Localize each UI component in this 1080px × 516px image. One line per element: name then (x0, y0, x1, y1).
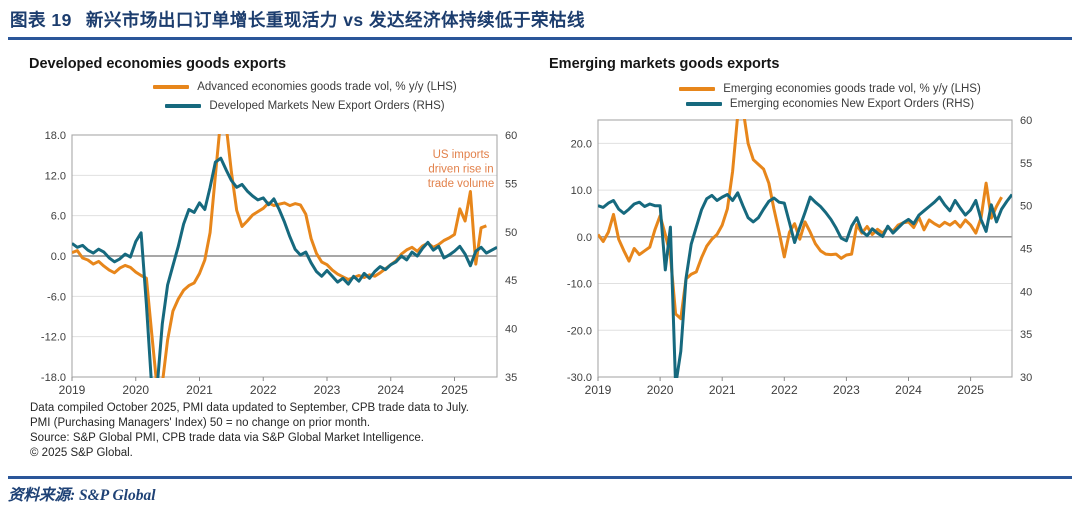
svg-text:2025: 2025 (957, 383, 984, 397)
svg-text:2022: 2022 (771, 383, 798, 397)
svg-text:2023: 2023 (314, 383, 341, 397)
legend-label: Advanced economies goods trade vol, % y/… (197, 81, 457, 93)
right-chart-plot: 2019 2020 2021 2022 2023 2024 2025 20.0 10.0 0.0 -… (567, 115, 1032, 397)
footnote-line: Source: S&P Global PMI, CPB trade data v… (30, 432, 424, 444)
orange-line-swatch (679, 87, 716, 91)
svg-text:2025: 2025 (441, 383, 468, 397)
footnotes: Data compiled October 2025, PMI data upd… (30, 401, 469, 461)
svg-text:2019: 2019 (585, 383, 612, 397)
svg-text:2022: 2022 (250, 383, 277, 397)
svg-text:50: 50 (1020, 201, 1032, 213)
legend-item-export-orders: Developed Markets New Export Orders (RHS… (165, 99, 445, 113)
svg-text:35: 35 (505, 372, 517, 384)
svg-text:US imports: US imports (433, 149, 490, 161)
page-title: 新兴市场出口订单增长重现活力 vs 发达经济体持续低于荣枯线 (85, 10, 586, 30)
figure-label: 图表 19 (10, 10, 72, 30)
svg-text:2024: 2024 (895, 383, 922, 397)
svg-text:-12.0: -12.0 (41, 332, 66, 344)
developed-economies-chart-panel: Developed economies goods exports Advanc… (28, 55, 552, 405)
source-label: 资料来源: (8, 487, 76, 504)
svg-text:60: 60 (1020, 115, 1032, 127)
svg-text:-30.0: -30.0 (567, 372, 592, 384)
svg-text:40: 40 (1020, 286, 1032, 298)
svg-text:-18.0: -18.0 (41, 372, 66, 384)
svg-text:2023: 2023 (833, 383, 860, 397)
svg-text:18.0: 18.0 (45, 130, 66, 142)
legend-item-trade-vol: Emerging economies goods trade vol, % y/… (679, 82, 981, 96)
svg-text:2019: 2019 (59, 383, 86, 397)
legend-item-export-orders: Emerging economies New Export Orders (RH… (685, 97, 975, 111)
svg-text:50: 50 (505, 227, 517, 239)
svg-text:2020: 2020 (647, 383, 674, 397)
svg-text:-6.0: -6.0 (47, 291, 66, 303)
svg-text:40: 40 (505, 324, 517, 336)
svg-text:-10.0: -10.0 (567, 279, 592, 291)
source-line: 资料来源: S&P Global (8, 483, 156, 505)
legend-label: Developed Markets New Export Orders (RHS… (209, 100, 445, 112)
svg-text:55: 55 (1020, 158, 1032, 170)
svg-text:2021: 2021 (709, 383, 736, 397)
svg-text:2021: 2021 (186, 383, 213, 397)
emerging-markets-chart-panel: Emerging markets goods exports Emerging … (548, 55, 1072, 405)
legend-left: Advanced economies goods trade vol, % y/… (58, 80, 552, 113)
svg-text:2024: 2024 (377, 383, 404, 397)
svg-text:-20.0: -20.0 (567, 325, 592, 337)
legend-item-trade-vol: Advanced economies goods trade vol, % y/… (153, 80, 457, 94)
svg-text:55: 55 (505, 178, 517, 190)
footnote-line: Data compiled October 2025, PMI data upd… (30, 402, 469, 414)
chart-title-left: Developed economies goods exports (29, 56, 287, 72)
svg-text:0.0: 0.0 (577, 232, 592, 244)
title-rule (8, 37, 1072, 40)
svg-text:30: 30 (1020, 372, 1032, 384)
svg-text:60: 60 (505, 130, 517, 142)
svg-text:10.0: 10.0 (571, 185, 592, 197)
chart-title-right: Emerging markets goods exports (549, 56, 780, 72)
svg-text:45: 45 (505, 275, 517, 287)
source-value: S&P Global (79, 487, 156, 504)
svg-text:35: 35 (1020, 329, 1032, 341)
legend-right: Emerging economies goods trade vol, % y/… (588, 82, 1072, 111)
svg-text:6.0: 6.0 (51, 211, 66, 223)
footnote-line: PMI (Purchasing Managers' Index) 50 = no… (30, 417, 371, 429)
bottom-rule (8, 476, 1072, 479)
svg-text:12.0: 12.0 (45, 170, 66, 182)
legend-label: Emerging economies goods trade vol, % y/… (723, 83, 981, 95)
legend-label: Emerging economies New Export Orders (RH… (729, 98, 975, 110)
svg-text:45: 45 (1020, 244, 1032, 256)
svg-text:20.0: 20.0 (571, 138, 592, 150)
footnote-line: © 2025 S&P Global. (30, 447, 133, 459)
svg-text:0.0: 0.0 (51, 251, 66, 263)
orange-line-swatch (153, 85, 190, 89)
teal-line-swatch (685, 102, 722, 106)
left-chart-plot: 2019 2020 2021 2022 2023 2024 2025 18.0 12.0 6.0 0… (41, 130, 517, 397)
teal-line-swatch (165, 104, 202, 108)
svg-text:driven rise in: driven rise in (428, 164, 493, 176)
svg-text:2020: 2020 (122, 383, 149, 397)
page-header: 图表 19 新兴市场出口订单增长重现活力 vs 发达经济体持续低于荣枯线 (10, 7, 585, 32)
svg-text:trade volume: trade volume (428, 178, 494, 190)
